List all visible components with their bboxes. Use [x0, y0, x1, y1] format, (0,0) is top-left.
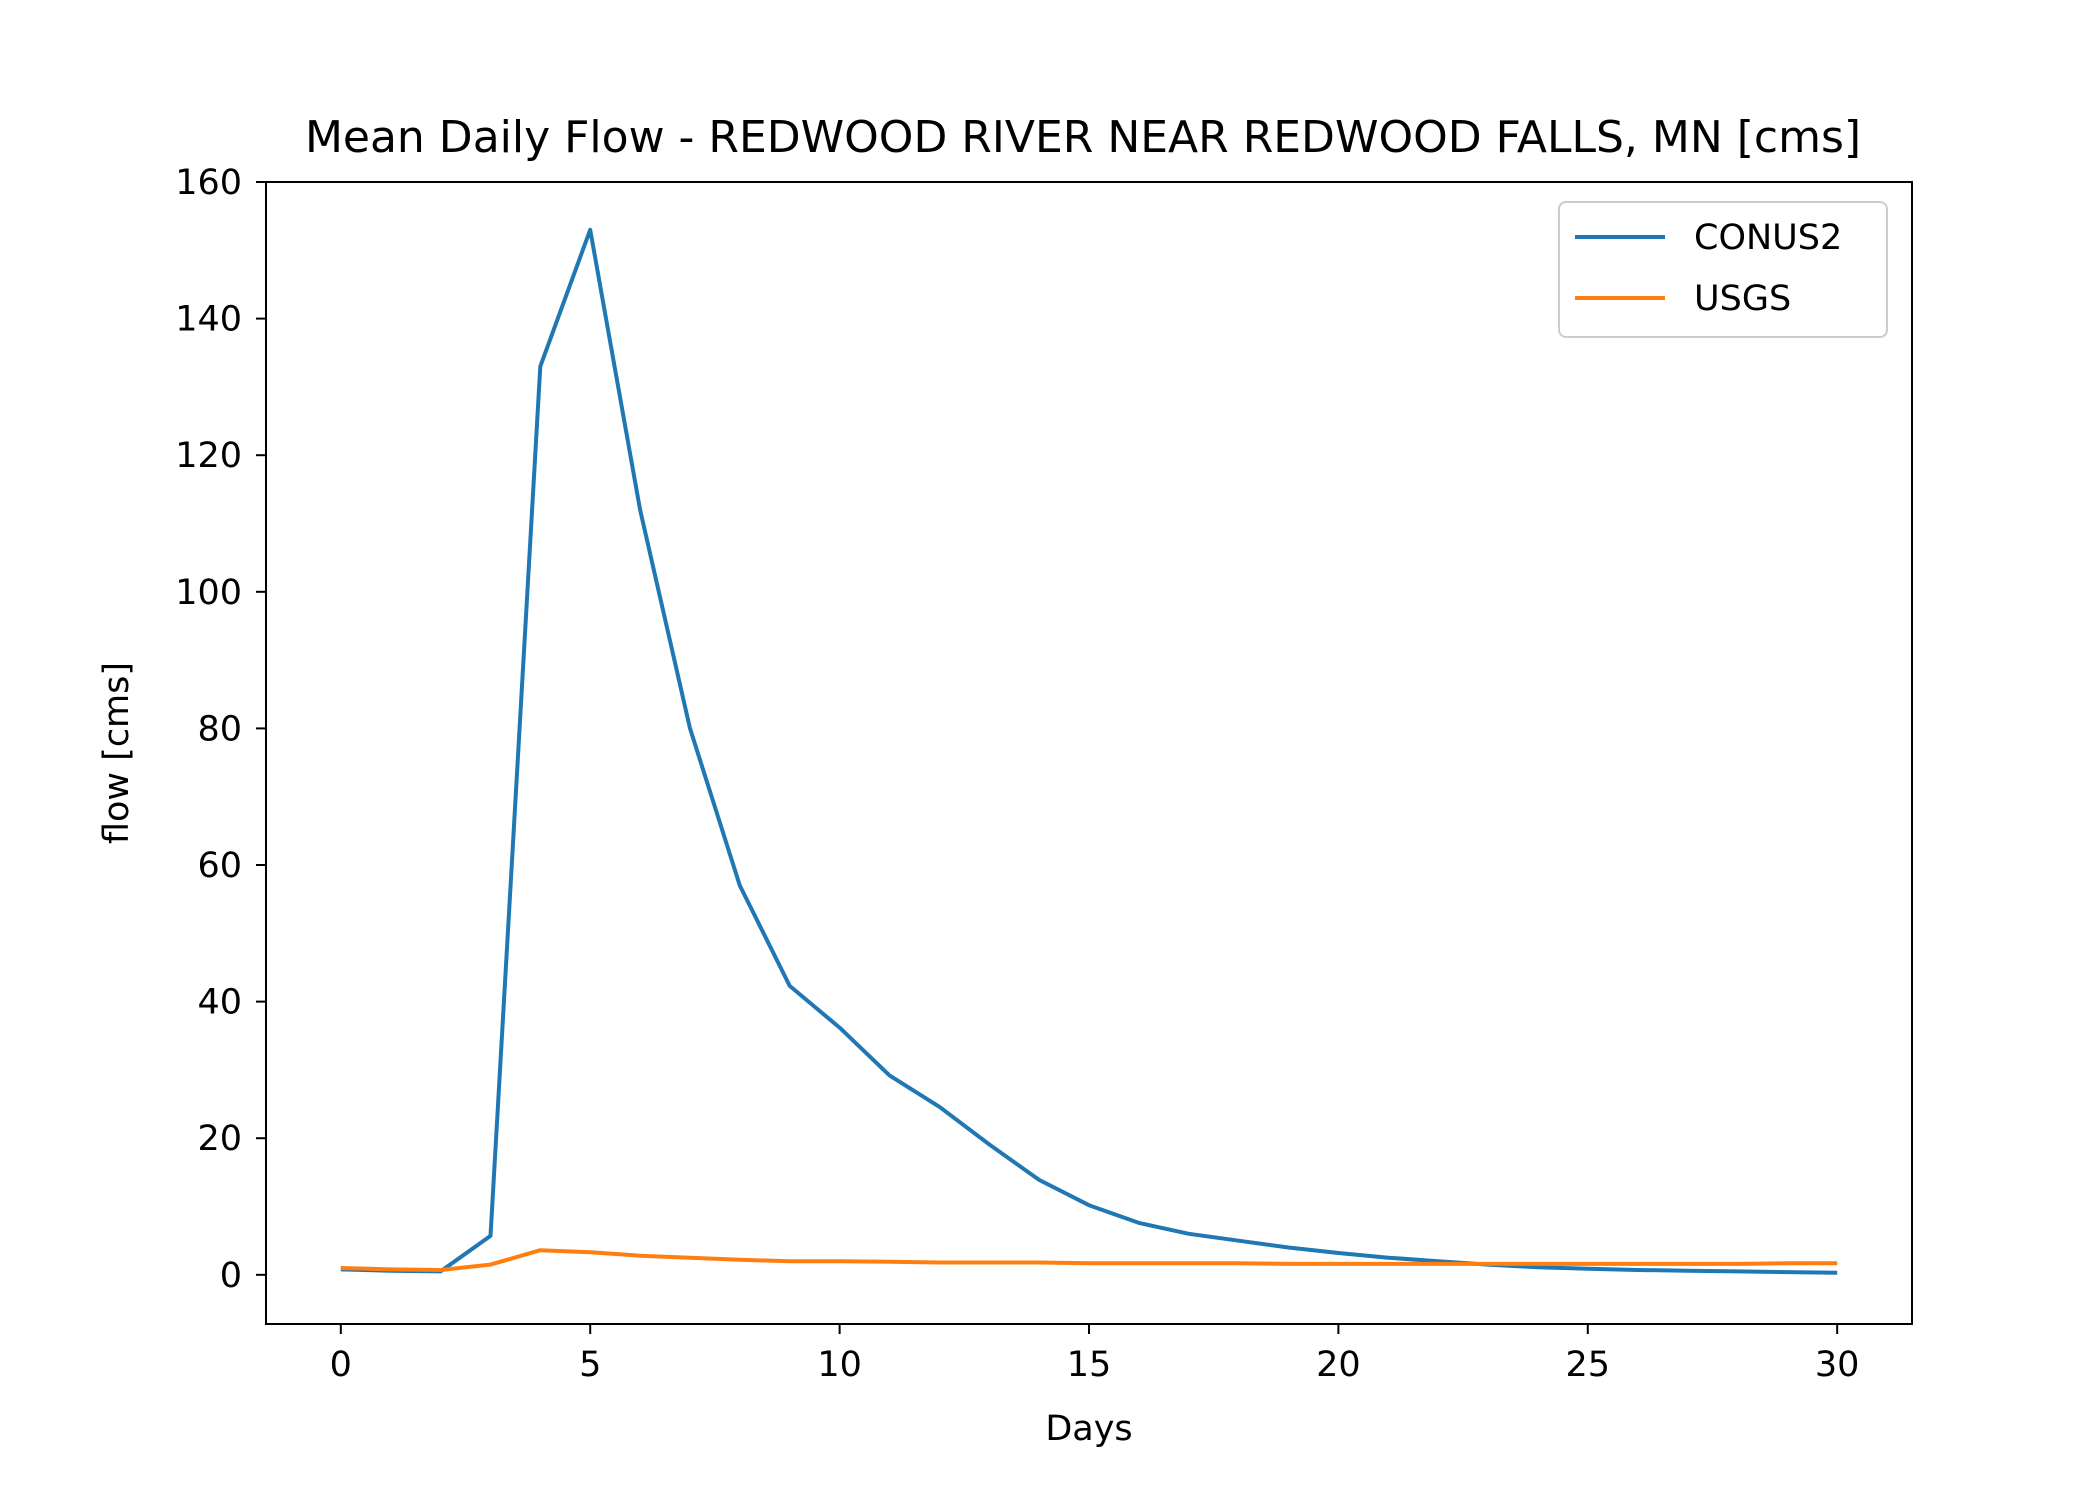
y-tick-label-80: 80 [197, 709, 242, 749]
x-axis-ticks: 0 5 10 15 20 25 30 [330, 1324, 1860, 1385]
y-axis-ticks: 0 20 40 60 80 100 120 140 160 [175, 163, 266, 1296]
series-layer [340, 227, 1838, 1275]
y-tick-label-60: 60 [197, 846, 242, 886]
y-tick-label-120: 120 [175, 436, 242, 476]
x-tick-label-15: 15 [1067, 1345, 1112, 1385]
series-line-usgs [340, 1248, 1838, 1272]
chart-title: Mean Daily Flow - REDWOOD RIVER NEAR RED… [305, 112, 1861, 163]
legend-label-conus2: CONUS2 [1694, 218, 1842, 258]
x-tick-label-20: 20 [1316, 1345, 1361, 1385]
y-tick-label-160: 160 [175, 163, 242, 203]
x-tick-label-0: 0 [330, 1345, 352, 1385]
y-tick-label-20: 20 [197, 1119, 242, 1159]
legend: CONUS2 USGS [1558, 201, 1888, 338]
legend-label-usgs: USGS [1694, 279, 1791, 319]
y-tick-label-0: 0 [220, 1256, 242, 1296]
x-tick-label-5: 5 [579, 1345, 601, 1385]
x-tick-label-30: 30 [1815, 1345, 1860, 1385]
y-axis-label: flow [cms] [97, 662, 137, 844]
y-tick-label-140: 140 [175, 300, 242, 340]
y-tick-label-100: 100 [175, 573, 242, 613]
series-line-conus2 [340, 227, 1838, 1275]
x-tick-label-10: 10 [817, 1345, 862, 1385]
x-axis-label: Days [1045, 1409, 1132, 1449]
y-tick-label-40: 40 [197, 983, 242, 1023]
x-tick-label-25: 25 [1566, 1345, 1611, 1385]
